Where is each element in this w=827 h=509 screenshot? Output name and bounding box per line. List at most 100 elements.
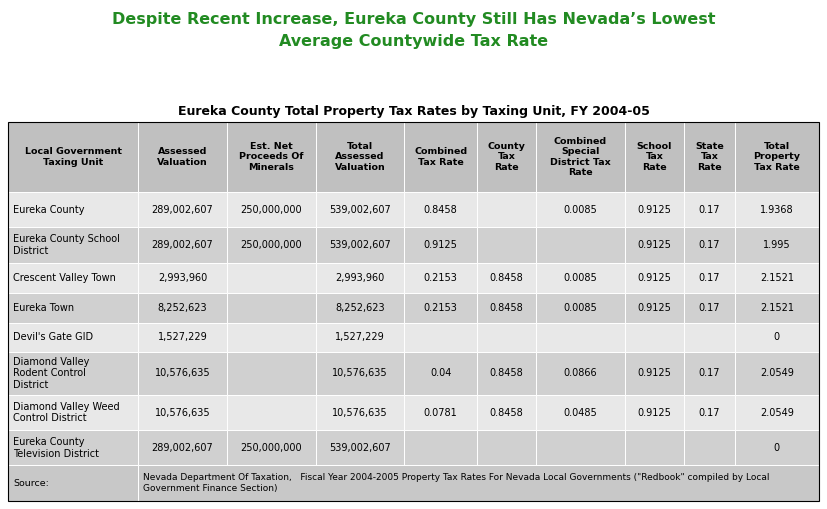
Bar <box>316 228 404 263</box>
Text: Devil's Gate GID: Devil's Gate GID <box>13 332 93 342</box>
Bar <box>536 323 624 352</box>
Text: 0.8458: 0.8458 <box>490 368 523 378</box>
Text: 0.17: 0.17 <box>699 240 720 250</box>
Text: 0.0085: 0.0085 <box>563 303 597 313</box>
Bar <box>404 293 477 323</box>
Text: 0.9125: 0.9125 <box>638 205 672 215</box>
Bar <box>8 395 138 430</box>
Text: 0.17: 0.17 <box>699 273 720 282</box>
Text: 0.0781: 0.0781 <box>423 408 457 417</box>
Bar <box>404 352 477 395</box>
Text: 0.8458: 0.8458 <box>490 303 523 313</box>
Bar <box>404 228 477 263</box>
Bar <box>735 122 819 192</box>
Text: Despite Recent Increase, Eureka County Still Has Nevada’s Lowest
Average Countyw: Despite Recent Increase, Eureka County S… <box>112 12 715 49</box>
Text: 0.2153: 0.2153 <box>423 303 457 313</box>
Text: Combined
Special
District Tax
Rate: Combined Special District Tax Rate <box>550 137 610 177</box>
Text: 0: 0 <box>774 332 780 342</box>
Text: 8,252,623: 8,252,623 <box>335 303 385 313</box>
Text: 1.9368: 1.9368 <box>760 205 794 215</box>
Bar <box>735 430 819 465</box>
Bar <box>735 395 819 430</box>
Bar <box>8 228 138 263</box>
Bar <box>477 192 536 228</box>
Bar <box>735 228 819 263</box>
Text: Eureka County Total Property Tax Rates by Taxing Unit, FY 2004-05: Eureka County Total Property Tax Rates b… <box>178 105 649 119</box>
Text: 10,576,635: 10,576,635 <box>155 368 210 378</box>
Text: 0.8458: 0.8458 <box>490 273 523 282</box>
Bar <box>684 122 735 192</box>
Bar <box>316 263 404 293</box>
Bar <box>227 263 316 293</box>
Bar <box>138 430 227 465</box>
Bar <box>8 122 138 192</box>
Text: 1,527,229: 1,527,229 <box>158 332 208 342</box>
Bar <box>227 192 316 228</box>
Text: Source:: Source: <box>13 478 49 488</box>
Bar <box>536 430 624 465</box>
Bar <box>684 263 735 293</box>
Bar <box>138 323 227 352</box>
Bar <box>477 352 536 395</box>
Bar <box>536 122 624 192</box>
Bar <box>8 465 138 501</box>
Text: 0.04: 0.04 <box>430 368 452 378</box>
Bar <box>8 293 138 323</box>
Bar <box>227 395 316 430</box>
Bar <box>684 430 735 465</box>
Bar <box>536 228 624 263</box>
Text: 0.0085: 0.0085 <box>563 205 597 215</box>
Bar <box>536 395 624 430</box>
Text: 0: 0 <box>774 443 780 453</box>
Text: 0.17: 0.17 <box>699 303 720 313</box>
Bar <box>624 323 684 352</box>
Text: 0.9125: 0.9125 <box>638 240 672 250</box>
Bar <box>227 352 316 395</box>
Text: Assessed
Valuation: Assessed Valuation <box>157 147 208 166</box>
Text: County
Tax
Rate: County Tax Rate <box>487 142 525 172</box>
Text: 10,576,635: 10,576,635 <box>332 408 388 417</box>
Bar <box>227 293 316 323</box>
Bar <box>227 122 316 192</box>
Text: 0.8458: 0.8458 <box>423 205 457 215</box>
Bar <box>477 122 536 192</box>
Text: 289,002,607: 289,002,607 <box>151 240 213 250</box>
Bar <box>477 323 536 352</box>
Text: Eureka County: Eureka County <box>13 205 84 215</box>
Bar <box>624 352 684 395</box>
Bar <box>316 293 404 323</box>
Bar <box>477 293 536 323</box>
Text: 0.17: 0.17 <box>699 408 720 417</box>
Bar <box>404 323 477 352</box>
Bar <box>477 228 536 263</box>
Bar <box>624 293 684 323</box>
Bar <box>624 228 684 263</box>
Text: 2.0549: 2.0549 <box>760 368 794 378</box>
Bar <box>138 228 227 263</box>
Bar <box>684 228 735 263</box>
Bar <box>684 395 735 430</box>
Text: 2.1521: 2.1521 <box>760 303 794 313</box>
Text: Eureka County School
District: Eureka County School District <box>13 234 120 256</box>
Bar <box>684 293 735 323</box>
Bar <box>316 323 404 352</box>
Bar <box>138 263 227 293</box>
Bar <box>536 352 624 395</box>
Bar <box>624 395 684 430</box>
Text: 539,002,607: 539,002,607 <box>329 240 391 250</box>
Bar <box>735 192 819 228</box>
Text: 289,002,607: 289,002,607 <box>151 205 213 215</box>
Bar <box>138 352 227 395</box>
Text: 10,576,635: 10,576,635 <box>332 368 388 378</box>
Bar <box>536 293 624 323</box>
Text: 0.9125: 0.9125 <box>638 408 672 417</box>
Bar <box>624 430 684 465</box>
Bar <box>8 263 138 293</box>
Bar <box>404 122 477 192</box>
Text: 250,000,000: 250,000,000 <box>241 443 302 453</box>
Bar <box>477 263 536 293</box>
Text: 8,252,623: 8,252,623 <box>158 303 208 313</box>
Bar <box>624 122 684 192</box>
Bar <box>138 192 227 228</box>
Text: 0.17: 0.17 <box>699 368 720 378</box>
